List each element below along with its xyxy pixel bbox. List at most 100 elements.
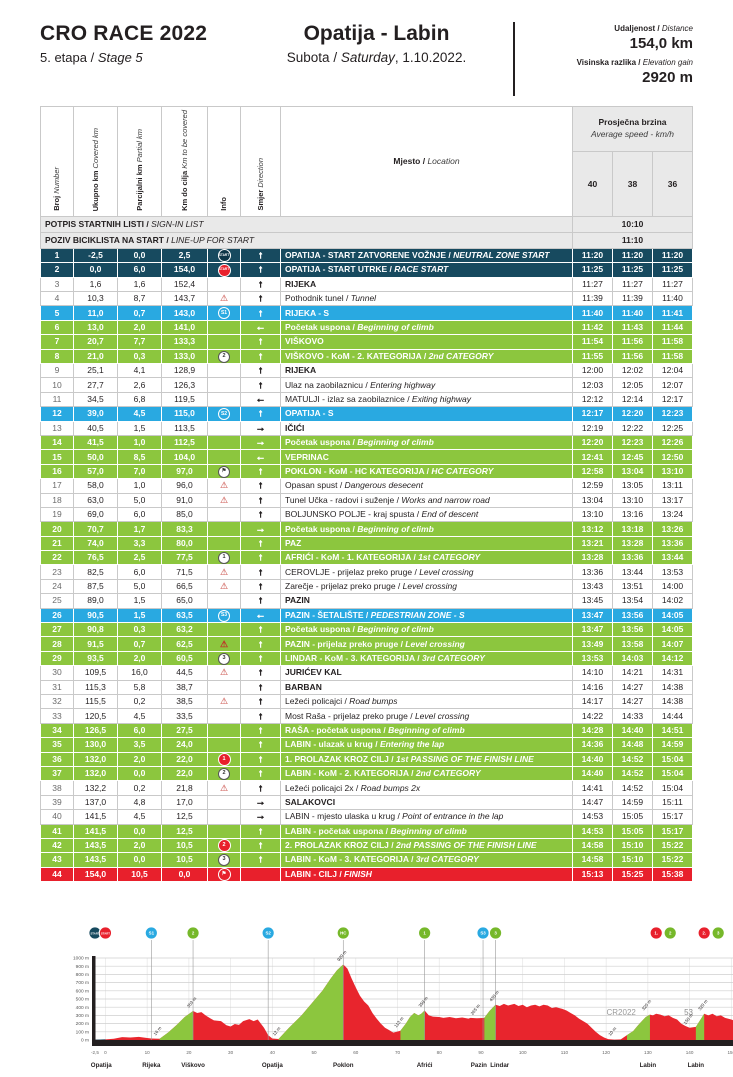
direction-left-icon: ← [255,609,266,621]
cell-time-36: 14:00 [652,578,693,595]
svg-text:120: 120 [602,1050,610,1055]
svg-text:110: 110 [561,1050,569,1055]
cell-time-40: 14:28 [572,722,613,739]
cell-direction: ↑ [240,463,281,480]
table-row: 9 25,1 4,1 128,9 ↑ RIJEKA 12:00 12:02 12:04 [40,363,693,379]
cell-location: Početak uspona / Beginning of climb [280,622,573,638]
sprint-s3-badge-icon: S3 [218,609,230,622]
cell-time-40: 14:22 [572,708,613,724]
cell-time-40: 12:17 [572,406,613,422]
cell-number: 34 [40,722,74,739]
cell-location: LABIN - mjesto ulaska u krug / Point of … [280,809,573,825]
cell-covered-km: 10,3 [73,291,118,307]
table-row: 41 141,5 0,0 12,5 ↑ LABIN - početak uspona / … [40,823,693,839]
race-start-badge-icon: START [217,263,231,277]
cell-direction: → [240,420,281,436]
direction-right-icon: → [255,811,266,823]
cell-covered-km: 87,5 [73,578,118,595]
svg-text:S3: S3 [480,931,486,936]
cell-time-36: 14:44 [652,708,693,724]
cell-time-38: 11:40 [612,305,653,321]
stage-date: Subota / Saturday, 1.10.2022. [286,50,467,65]
cell-info [207,363,241,379]
svg-text:50: 50 [311,1050,317,1055]
table-row: 11 34,5 6,8 119,5 ← MATULJI - izlaz sa zaobil… [40,391,693,408]
cell-number: 5 [40,305,74,321]
cell-partial-km: 6,0 [117,564,162,580]
cell-km-to-cover: 104,0 [161,449,208,465]
cell-partial-km: 2,0 [117,319,162,336]
svg-text:Labin: Labin [688,1062,705,1069]
svg-text:Opatija: Opatija [91,1062,113,1069]
cell-number: 44 [40,866,74,883]
cell-time-38: 14:48 [612,737,653,753]
cell-time-38: 11:20 [612,247,653,264]
svg-text:150 m: 150 m [682,1012,694,1025]
table-row: 39 137,0 4,8 17,0 → SALAKOVCI 14:47 14:59 15:11 [40,794,693,811]
kom-category3-badge-icon: 3 [218,854,230,867]
cell-time-36: 11:27 [652,276,693,293]
table-row: 43 143,5 0,0 10,5 3 ↑ LABIN - KoM - 3. KATEGOR… [40,852,693,868]
cell-number: 14 [40,434,74,451]
cell-location: RIJEKA [280,276,573,293]
direction-right-icon: → [255,437,266,449]
cell-location: Početak uspona / Beginning of climb [280,319,573,336]
cell-km-to-cover: 21,8 [161,780,208,796]
cell-km-to-cover: 71,5 [161,564,208,580]
cell-info: ⚑ [207,866,241,883]
cell-time-38: 12:23 [612,434,653,451]
cell-location: MATULJI - izlaz sa zaobilaznice / Exitin… [280,391,573,408]
cell-info [207,420,241,436]
cell-info [207,679,241,696]
cell-km-to-cover: 77,5 [161,550,208,566]
table-row: 33 120,5 4,5 33,5 ↑ Most Raša - prijelaz prek… [40,708,693,724]
cell-time-40: 13:10 [572,506,613,523]
cell-time-40: 13:47 [572,622,613,638]
direction-up-icon: ↑ [258,566,264,578]
cell-direction: ↑ [240,348,281,365]
cell-time-40: 14:41 [572,780,613,796]
cell-time-36: 11:41 [652,305,693,321]
cell-covered-km: -2,5 [73,247,118,264]
direction-up-icon: ↑ [258,552,264,564]
cell-covered-km: 90,5 [73,607,118,624]
table-row: 42 143,5 2,0 10,5 2 ↑ 2. PROLAZAK KROZ CILJ / … [40,837,693,854]
cell-info [207,593,241,609]
svg-text:Rijeka: Rijeka [142,1062,161,1069]
cell-info [207,794,241,811]
cell-km-to-cover: 66,5 [161,578,208,595]
cell-time-36: 11:44 [652,319,693,336]
svg-text:430 m: 430 m [488,989,500,1002]
col-header-location: Mjesto / Location [280,106,573,217]
col-header-covered-km: Ukupno km Covered km [73,106,118,217]
cell-number: 35 [40,737,74,753]
cell-time-40: 13:47 [572,607,613,624]
warning-triangle-icon: ⚠ [219,566,229,577]
table-row: 23 82,5 6,0 71,5 ⚠ ↑ CEROVLJE - prijelaz preko… [40,564,693,580]
svg-text:100: 100 [519,1050,527,1055]
cell-time-36: 12:04 [652,363,693,379]
cell-km-to-cover: 22,0 [161,751,208,767]
cell-number: 19 [40,506,74,523]
table-row: 6 13,0 2,0 141,0 ← Početak uspona / Beginning… [40,319,693,336]
svg-text:Labin: Labin [640,1062,657,1069]
cell-km-to-cover: 33,5 [161,708,208,724]
cell-km-to-cover: 12,5 [161,809,208,825]
svg-text:320 m: 320 m [641,998,653,1011]
cell-direction: ↑ [240,765,281,782]
warning-triangle-icon: ⚠ [219,667,229,678]
cell-info: S2 [207,406,241,422]
svg-text:2.: 2. [702,931,706,936]
cell-direction: ↑ [240,291,281,307]
warning-triangle-icon: ⚠ [219,293,229,304]
signin-label: POZIV BICIKLISTA NA START / LINE-UP FOR … [40,231,573,249]
cell-km-to-cover: 83,3 [161,521,208,537]
direction-left-icon: ← [255,451,266,463]
cell-number: 40 [40,809,74,825]
cell-time-36: 15:38 [652,866,693,883]
direction-up-icon: ↑ [258,293,264,305]
cell-km-to-cover: 38,7 [161,679,208,696]
kom-category3-badge-icon: 3 [218,652,230,665]
cell-time-38: 14:52 [612,751,653,767]
